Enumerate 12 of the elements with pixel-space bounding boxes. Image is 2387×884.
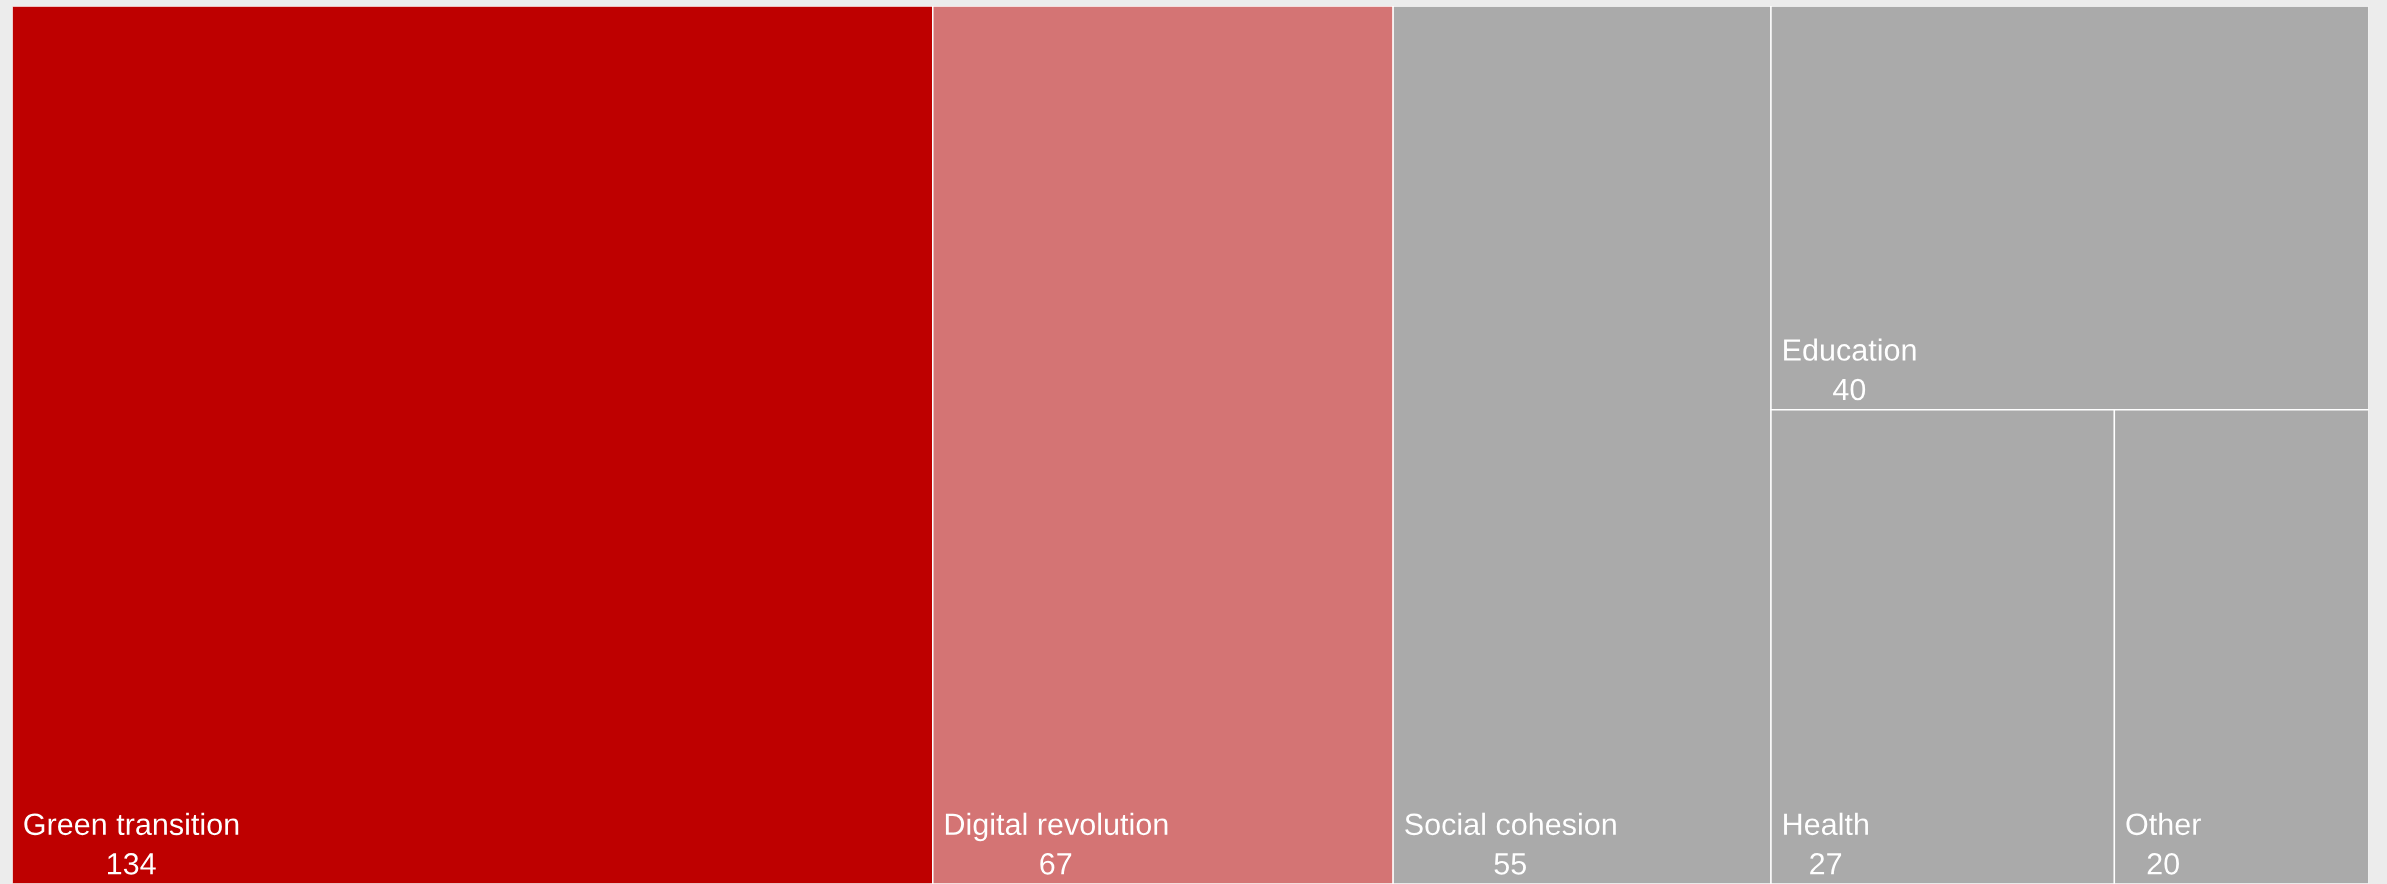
data-label: 20 (2147, 853, 2179, 875)
category-label: Green transition (24, 812, 239, 836)
data-label: 67 (1040, 853, 1072, 875)
category-label: Education (1784, 338, 1916, 361)
data-label: 27 (1810, 853, 1842, 875)
data-label: 40 (1833, 378, 1866, 401)
data-label: 134 (108, 853, 156, 875)
category-label: Digital revolution (945, 812, 1168, 842)
category-label: Social cohesion (1405, 812, 1616, 836)
category-label: Other (2126, 812, 2201, 836)
data-label: 55 (1494, 853, 1526, 875)
category-label: Health (1784, 812, 1868, 836)
